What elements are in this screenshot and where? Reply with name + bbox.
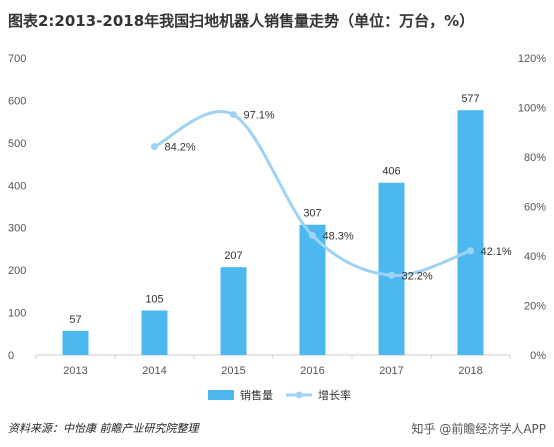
x-axis: 2013 2014 2015 2016 2017 2018	[35, 355, 511, 377]
line-value-label: 84.2%	[165, 142, 196, 154]
bar-value-label: 406	[382, 166, 400, 178]
x-tick-label: 2015	[221, 365, 245, 377]
y-left-tick-label: 500	[8, 138, 26, 150]
y-right-axis: 0% 20% 40% 60% 80% 100% 120%	[518, 53, 546, 362]
line-value-label: 42.1%	[481, 246, 512, 258]
x-tick-label: 2018	[458, 365, 482, 377]
chart-title: 图表2:2013-2018年我国扫地机器人销售量走势（单位：万台，%）	[8, 12, 475, 30]
y-right-tick-label: 60%	[524, 202, 546, 214]
x-tick-label: 2017	[379, 365, 403, 377]
legend-label-bar: 销售量	[240, 388, 273, 402]
legend-swatch-bar	[208, 390, 234, 400]
y-right-tick-label: 0%	[530, 350, 546, 362]
y-right-tick-label: 80%	[524, 152, 546, 164]
line-point	[151, 143, 158, 151]
line-point	[467, 247, 474, 255]
x-tick-label: 2016	[300, 365, 324, 377]
line-point	[309, 231, 316, 239]
y-right-tick-label: 20%	[524, 301, 546, 313]
source-note: 资料来源：中怡康 前瞻产业研究院整理	[8, 422, 199, 435]
bar-value-label: 57	[69, 314, 81, 326]
bar	[299, 224, 326, 355]
growth-rate-labels: 84.2% 97.1% 48.3% 32.2% 42.1%	[165, 110, 512, 283]
growth-rate-line	[153, 110, 471, 277]
y-left-tick-label: 300	[8, 223, 26, 235]
bar-value-label: 207	[224, 250, 242, 262]
growth-rate-points	[151, 111, 474, 279]
line-point	[388, 271, 395, 279]
y-right-tick-label: 120%	[518, 53, 546, 65]
y-left-tick-label: 200	[8, 265, 26, 277]
bar	[457, 110, 484, 356]
bar-value-label: 307	[303, 208, 321, 220]
bar	[62, 330, 89, 355]
x-tick-label: 2014	[142, 365, 166, 377]
bar-value-label: 577	[461, 93, 479, 105]
line-value-label: 48.3%	[323, 230, 354, 242]
bar	[220, 267, 247, 355]
bar-labels: 57 105 207 307 406 577	[69, 93, 479, 326]
y-left-tick-label: 400	[8, 180, 26, 192]
y-right-tick-label: 40%	[524, 251, 546, 263]
credit-watermark: 知乎 @前瞻经济学人APP	[411, 422, 547, 436]
legend-swatch-marker	[295, 391, 303, 399]
y-left-axis: 0 100 200 300 400 500 600 700	[8, 53, 26, 362]
line-value-label: 32.2%	[402, 270, 433, 282]
bar-series	[62, 110, 484, 356]
bar	[378, 182, 405, 355]
y-left-tick-label: 700	[8, 53, 26, 65]
bar-value-label: 105	[145, 293, 163, 305]
y-right-tick-label: 100%	[518, 103, 546, 115]
y-left-tick-label: 100	[8, 308, 26, 320]
bar	[141, 310, 168, 355]
x-tick-label: 2013	[63, 365, 87, 377]
line-value-label: 97.1%	[244, 110, 275, 122]
legend: 销售量 增长率	[208, 388, 351, 402]
line-point	[230, 111, 237, 119]
y-left-tick-label: 0	[8, 350, 14, 362]
legend-label-line: 增长率	[318, 388, 351, 402]
y-left-tick-label: 600	[8, 95, 26, 107]
